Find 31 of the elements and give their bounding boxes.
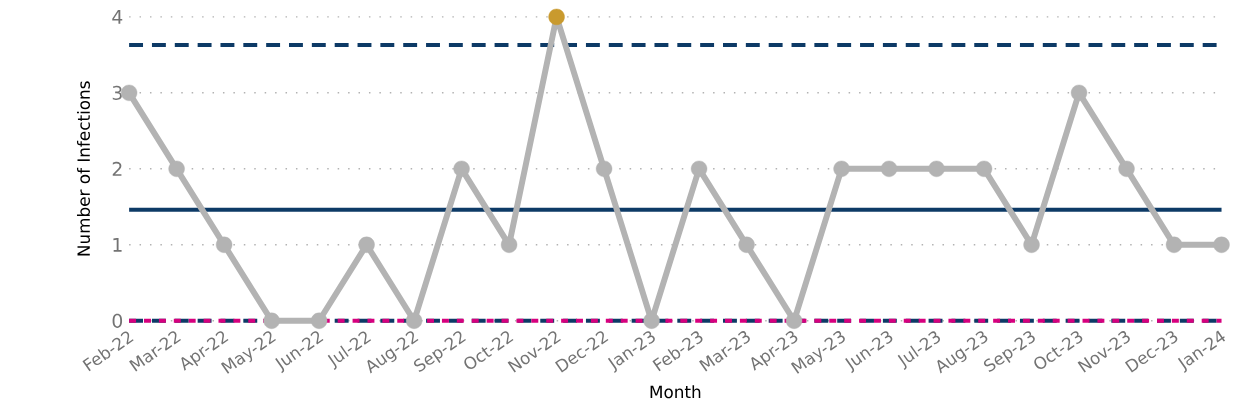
y-tick-label: 3 bbox=[112, 85, 122, 100]
y-tick-label: 2 bbox=[112, 161, 122, 176]
point bbox=[215, 236, 233, 253]
point bbox=[738, 236, 755, 253]
point bbox=[1213, 236, 1230, 253]
point bbox=[500, 236, 518, 253]
y-tick-label: 0 bbox=[112, 313, 123, 328]
point bbox=[785, 312, 803, 329]
y-tick-label: 4 bbox=[112, 9, 123, 24]
point bbox=[120, 84, 138, 101]
point bbox=[263, 312, 280, 329]
x-axis-title: Month bbox=[650, 385, 701, 399]
point bbox=[358, 236, 375, 253]
point bbox=[1023, 236, 1040, 253]
point bbox=[595, 160, 613, 177]
point bbox=[168, 160, 185, 177]
y-tick-label: 1 bbox=[113, 237, 122, 252]
point bbox=[975, 160, 993, 177]
y-axis-title: Number of Infections bbox=[76, 81, 91, 256]
point bbox=[1118, 160, 1135, 177]
point bbox=[690, 160, 708, 177]
point bbox=[1070, 84, 1088, 101]
point bbox=[405, 312, 423, 329]
point bbox=[880, 160, 898, 177]
point bbox=[643, 312, 660, 329]
point bbox=[928, 160, 945, 177]
point bbox=[453, 160, 470, 177]
point bbox=[548, 8, 565, 25]
point bbox=[1165, 236, 1183, 253]
point bbox=[310, 312, 328, 329]
point bbox=[833, 160, 850, 177]
